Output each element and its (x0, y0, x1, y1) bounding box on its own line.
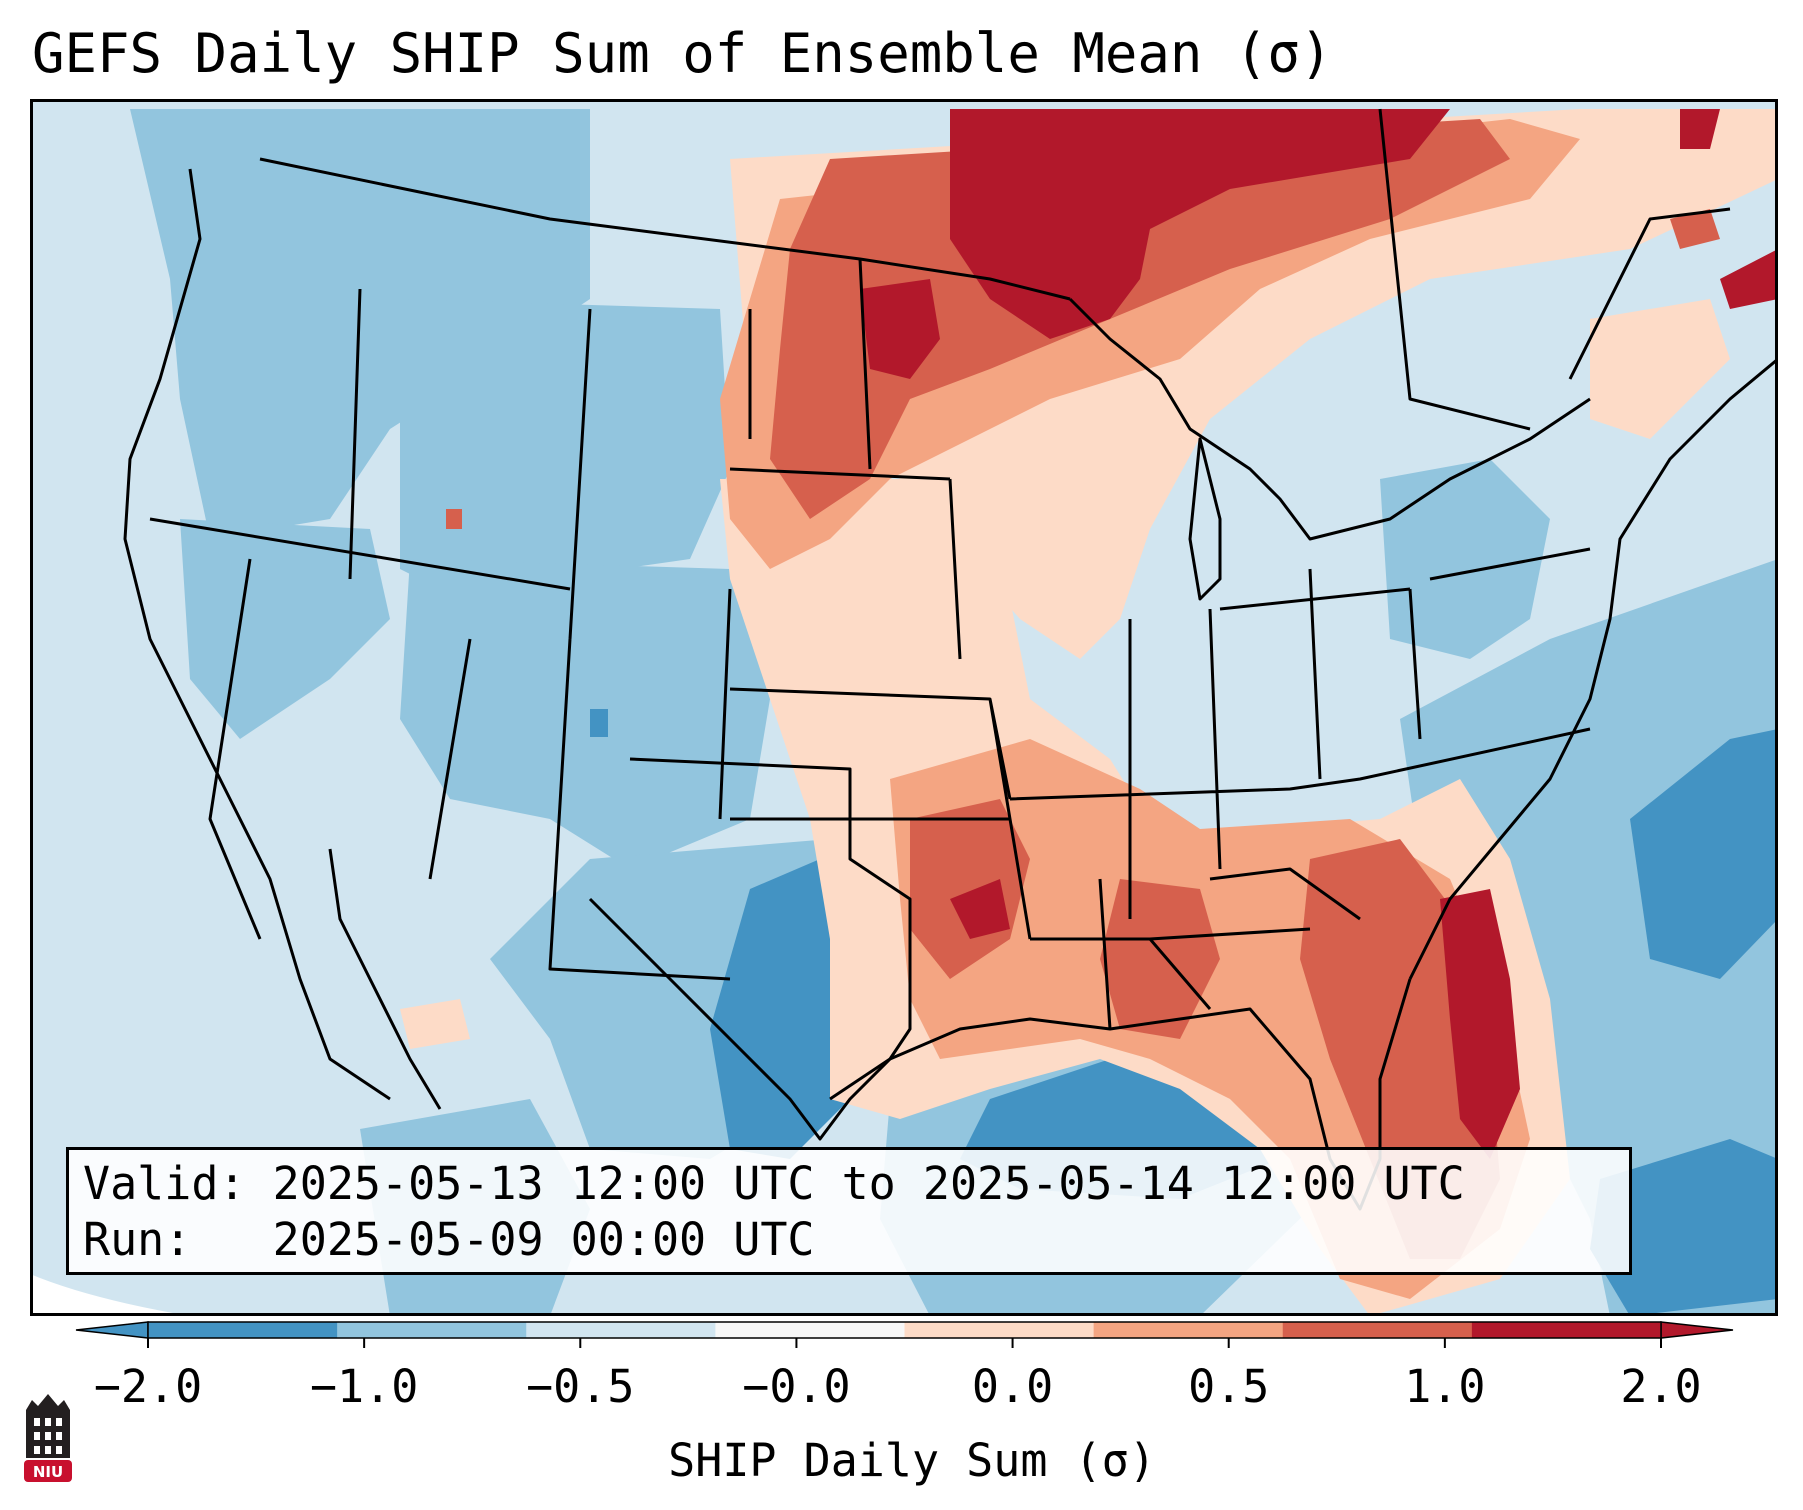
colorbar-tick-label: 2.0 (1620, 1360, 1701, 1413)
canada-lines (1378, 108, 1731, 431)
colorbar-border (147, 1321, 1662, 1339)
colorbar-segments (75, 1321, 1734, 1339)
very-strong-positive-regions (860, 109, 1778, 1159)
colorbar-tick-label: −0.0 (742, 1360, 850, 1413)
colorbar-ticks: −2.0 −1.0 −0.5 −0.0 0.0 0.5 1.0 2.0 (94, 1338, 1702, 1413)
colorbar-segment (1093, 1322, 1284, 1338)
run-time: 2025-05-09 00:00 UTC (272, 1213, 815, 1266)
colorbar-segment (1282, 1322, 1473, 1338)
colorbar-label: SHIP Daily Sum (σ) (668, 1434, 1156, 1487)
colorbar-segment (715, 1322, 905, 1338)
colorbar-tick-label: −0.5 (526, 1360, 634, 1413)
colorbar: −2.0 −1.0 −0.5 −0.0 0.0 0.5 1.0 2.0 SHIP Daily … (0, 1316, 1803, 1506)
map-panel (30, 99, 1778, 1316)
colorbar-segment (337, 1322, 527, 1338)
map-border (30, 99, 1778, 1316)
texas-border (588, 757, 912, 1141)
valid-label: Valid: (83, 1157, 246, 1210)
great-lakes (1068, 297, 1591, 541)
colorbar-tick-label: −1.0 (310, 1360, 418, 1413)
baja-peninsula (328, 848, 442, 1110)
colorbar-segment (904, 1322, 1095, 1338)
colorbar-tick-label: −2.0 (94, 1360, 202, 1413)
colorbar-extend-low (75, 1321, 149, 1339)
valid-run-info-box: Valid: 2025-05-13 12:00 UTC to 2025-05-1… (66, 1147, 1632, 1275)
colorbar-segment (1471, 1322, 1662, 1338)
valid-time-range: 2025-05-13 12:00 UTC to 2025-05-14 12:00… (272, 1157, 1465, 1210)
svg-text:NIU: NIU (33, 1463, 63, 1481)
logo-badge (24, 1460, 72, 1482)
projection-edge-left (30, 1274, 190, 1316)
colorbar-extend-high (1660, 1321, 1734, 1339)
chart-title: GEFS Daily SHIP Sum of Ensemble Mean (σ) (32, 22, 1333, 85)
us-coastline-west (123, 168, 391, 1101)
southeast-lines (1098, 867, 1361, 1030)
run-label: Run: (83, 1213, 192, 1266)
colorbar-segment (526, 1322, 716, 1338)
colorbar-segment (148, 1322, 338, 1338)
colorbar-tick-label: 1.0 (1404, 1360, 1485, 1413)
atlantic-coast (1408, 357, 1778, 980)
niu-logo: NIU (20, 1392, 76, 1484)
colorbar-tick-label: 0.5 (1188, 1360, 1269, 1413)
lake-michigan (1188, 437, 1222, 601)
colorbar-tick-label: 0.0 (972, 1360, 1053, 1413)
state-lines-middle (149, 517, 1032, 981)
state-lines-north (348, 258, 962, 660)
